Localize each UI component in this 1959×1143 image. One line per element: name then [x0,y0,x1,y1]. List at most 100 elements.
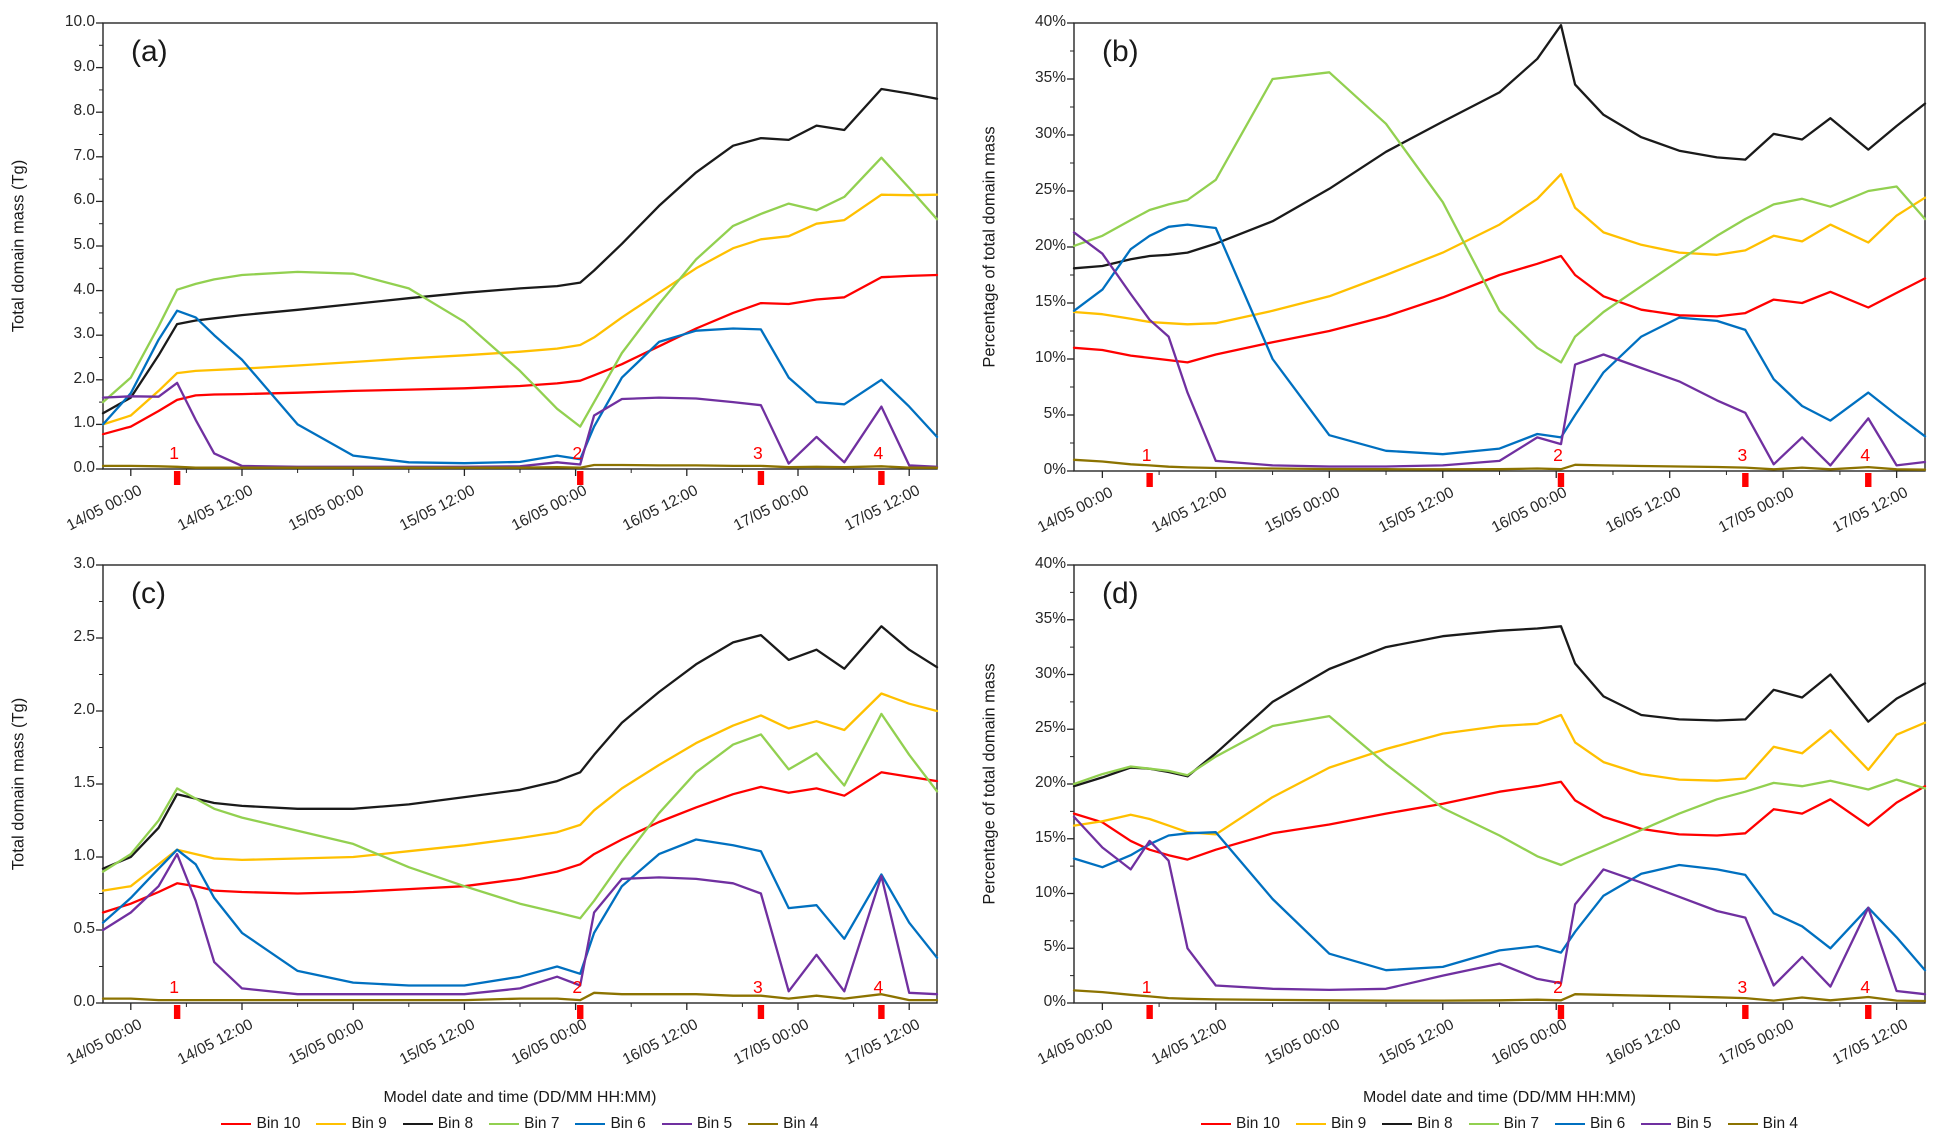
x-axis-title: Model date and time (DD/MM HH:MM) [1363,1089,1636,1106]
bin-8-line-swatch [1382,1123,1413,1125]
y-axis-title: Percentage of total domain mass [980,663,999,905]
y-tick-label: 2.0 [73,701,95,718]
panel-d-chart: 0% 5% 10% 15% 20% 25% 30% 35% 40% 14/05 00:00 14/0… [980,555,1959,1143]
phase-marker-4-label: 4 [1860,977,1871,997]
phase-marker-4-tick [878,471,885,485]
series-line-bin-9 [1072,713,1927,836]
phase-marker-1-tick [1146,473,1153,487]
legend-label: Bin 9 [1330,1115,1367,1132]
phase-marker-1-tick [173,471,181,485]
y-tick-label: 15% [1034,828,1066,846]
phase-marker-2-tick [1557,1005,1565,1019]
series-line-bin-7 [1072,71,1927,364]
phase-marker-1-label: 1 [1141,445,1152,465]
series-line-bin-10 [101,771,939,914]
y-tick-label: 10% [1034,883,1066,901]
phase-marker-3-tick [757,1005,765,1019]
series-line-bin-4 [101,991,939,1002]
y-tick-label: 5% [1043,405,1066,422]
legend-label: Bin 6 [1589,1115,1626,1132]
legend-label: Bin 8 [1417,1115,1453,1132]
bin-5-line-swatch [661,1123,692,1125]
legend-label: Bin 6 [610,1115,646,1132]
y-axis-title: Percentage of total domain mass [980,126,999,368]
y-tick-label: 0.0 [73,993,95,1010]
series-line-bin-5 [1072,231,1927,468]
y-tick-label: 25% [1034,719,1066,737]
series-line-bin-9 [101,692,939,892]
phase-marker-4-label: 4 [873,443,884,463]
y-tick-label: 5% [1043,938,1066,956]
panel-letter: (b) [1102,35,1139,68]
series-line-bin-5 [1072,815,1927,996]
panel-letter: (d) [1102,577,1139,610]
panel-a-chart: 0.0 1.0 2.0 3.0 4.0 5.0 6.0 7.0 8.0 9.0 10.0 14/05 … [0,0,980,560]
y-tick-label: 3.0 [73,555,95,572]
y-tick-label: 35% [1034,609,1066,627]
y-tick-label: 1.0 [73,414,95,432]
phase-marker-1-label: 1 [169,443,179,463]
series-line-bin-4 [1072,989,1927,1003]
series-line-bin-8 [101,625,939,870]
bin-6-line-swatch [1554,1123,1585,1125]
phase-marker-2-tick [1557,473,1565,487]
phase-marker-4-tick [1865,1005,1872,1019]
plot-border [102,564,938,1004]
phase-marker-4-tick [1865,473,1872,487]
y-tick-label: 1.0 [73,847,95,864]
bin-9-line-swatch [1295,1123,1326,1125]
phase-marker-3-tick [757,471,765,485]
panel-letter: (a) [131,35,168,68]
panel-letter: (c) [131,577,166,610]
y-tick-label: 30% [1034,125,1066,142]
series-line-bin-8 [101,87,939,415]
bin-4-line-swatch [1727,1123,1758,1125]
y-axis-title: Total domain mass (Tg) [9,159,28,333]
legend-label: Bin 4 [1762,1115,1798,1132]
legend-label: Bin 10 [1235,1115,1280,1132]
y-tick-label: 0% [1043,461,1066,478]
phase-marker-1-tick [173,1005,181,1019]
legend-label: Bin 5 [696,1115,733,1132]
series-line-bin-6 [1072,831,1927,972]
legend-item-bin-5: Bin 5 [1641,1115,1712,1133]
y-tick-label: 6.0 [73,191,95,209]
y-tick-label: 7.0 [73,146,95,164]
y-tick-label: 10% [1034,349,1066,366]
series-line-bin-7 [101,712,939,920]
legend-item-bin-4: Bin 4 [748,1115,819,1133]
legend-item-bin-8: Bin 8 [1382,1115,1453,1133]
y-tick-label: 40% [1034,555,1066,572]
series-line-bin-8 [1072,24,1927,270]
y-tick-label: 3.0 [73,325,95,343]
bin-7-line-swatch [489,1123,520,1125]
y-tick-label: 0% [1043,993,1066,1010]
legend-item-bin-8: Bin 8 [402,1115,473,1133]
phase-marker-2-label: 2 [1553,977,1563,997]
series-line-bin-7 [1072,714,1927,867]
bin-10-line-swatch [1200,1123,1231,1125]
bin-10-line-swatch [221,1123,252,1125]
series-line-bin-9 [101,193,939,426]
y-tick-label: 20% [1034,774,1066,791]
y-tick-label: 2.0 [73,369,95,387]
panel-d-plot [1067,564,1927,1019]
y-tick-label: 0.0 [73,459,95,476]
legend: Bin 10 Bin 9 Bin 8 Bin 7 Bin 6 Bin 5 Bin 4 [1074,1115,1925,1133]
legend-item-bin-6: Bin 6 [1554,1115,1626,1133]
bin-4-line-swatch [748,1123,779,1125]
legend-label: Bin 10 [256,1115,301,1132]
legend-item-bin-7: Bin 7 [1468,1115,1539,1133]
series-line-bin-5 [101,852,939,996]
phase-marker-4-tick [878,1005,885,1019]
legend-item-bin-9: Bin 9 [1295,1115,1367,1133]
bin-5-line-swatch [1641,1123,1672,1125]
legend-label: Bin 9 [351,1115,387,1132]
bin-7-line-swatch [1468,1123,1499,1125]
y-tick-label: 35% [1034,69,1066,86]
y-tick-label: 30% [1034,664,1066,682]
legend-item-bin-5: Bin 5 [661,1115,733,1133]
phase-marker-1-label: 1 [1141,977,1152,997]
phase-marker-3-label: 3 [1737,977,1748,997]
